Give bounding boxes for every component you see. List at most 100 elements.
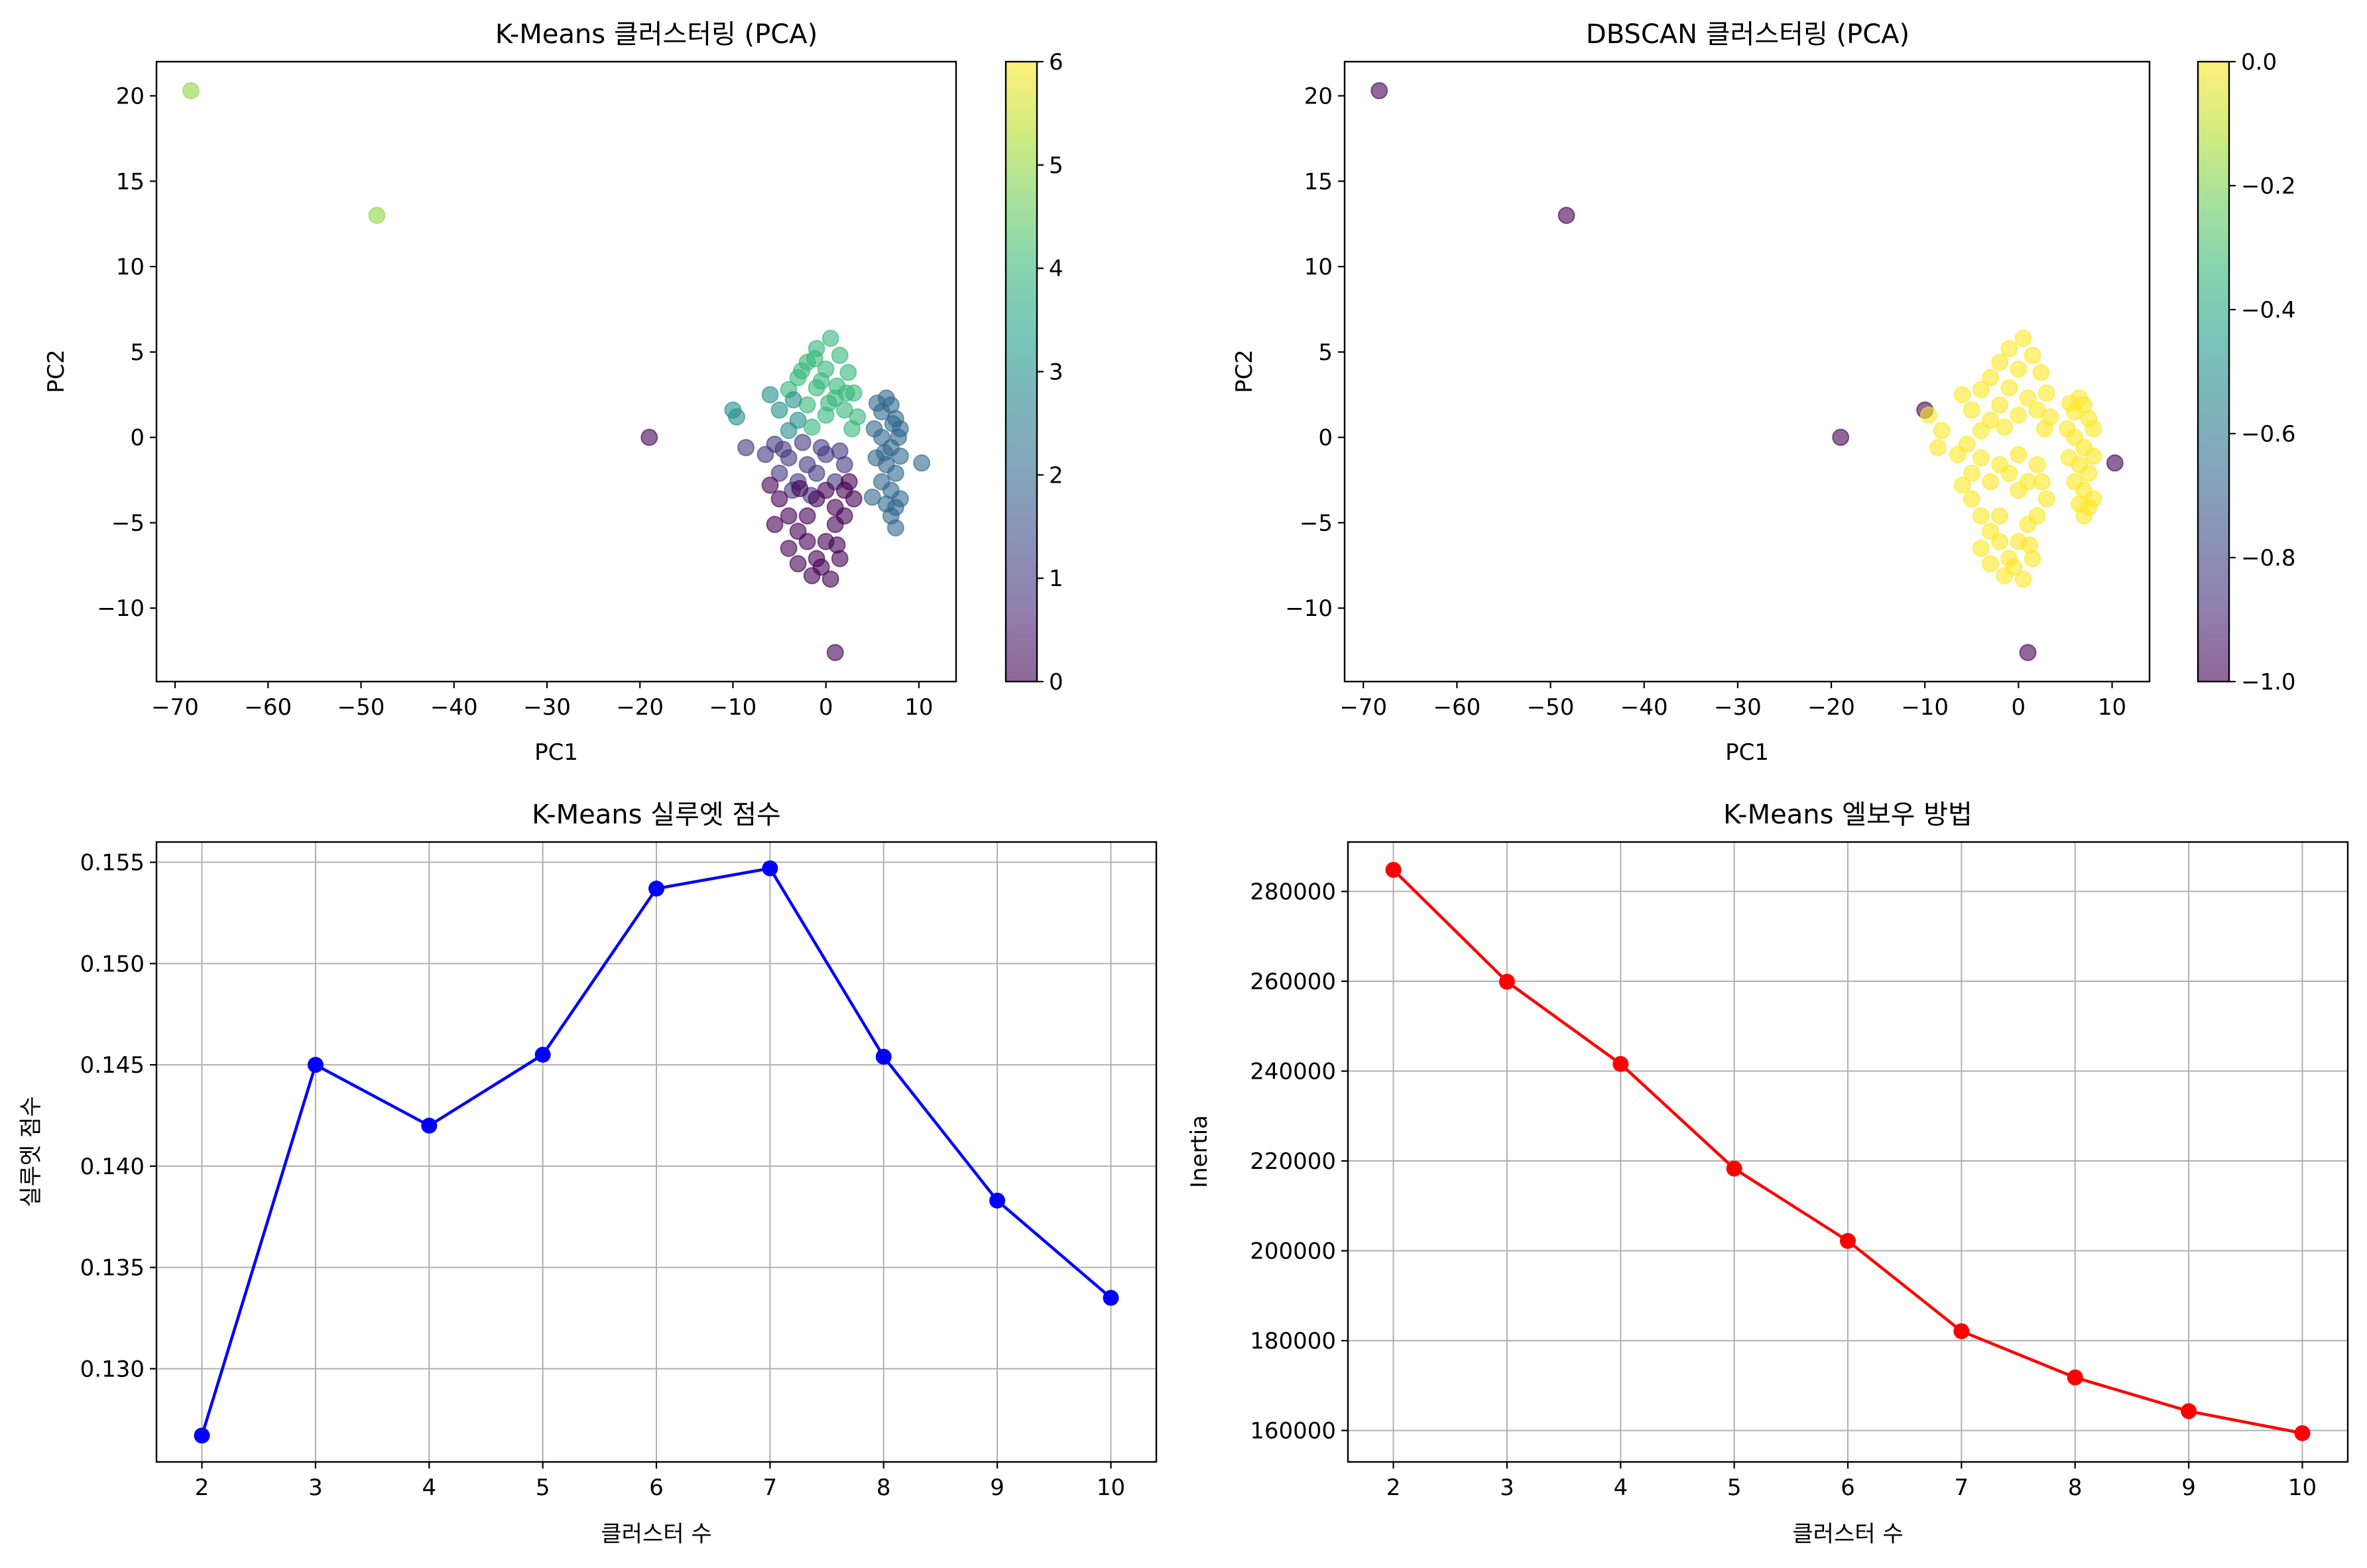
- y-tick-label: 20: [1304, 84, 1333, 110]
- y-tick-label: 5: [130, 339, 145, 366]
- scatter-point: [1991, 532, 2009, 550]
- kmeans-colorbar: [1006, 62, 1037, 682]
- scatter-point: [2085, 420, 2102, 438]
- scatter-point: [826, 644, 844, 662]
- silhouette-ylabel: 실루엣 점수: [18, 1096, 44, 1207]
- y-tick-label: 0.150: [80, 951, 145, 977]
- x-tick-label: 10: [2288, 1475, 2317, 1501]
- x-tick-label: −60: [1433, 694, 1481, 721]
- y-tick-label: 0.135: [80, 1255, 145, 1282]
- colorbar-tick-label: −0.2: [2241, 173, 2296, 200]
- y-tick-label: 280000: [1250, 879, 1336, 906]
- series-marker: [762, 860, 778, 876]
- scatter-point: [812, 439, 830, 457]
- scatter-point: [876, 444, 894, 461]
- scatter-point: [849, 408, 867, 426]
- dbscan-colorbar-ticks: −1.0 −0.8 −0.6 −0.4 −0.2 0.0: [2229, 49, 2296, 695]
- scatter-point: [817, 481, 835, 499]
- x-tick-label: −30: [1714, 694, 1762, 721]
- scatter-point: [798, 507, 816, 525]
- scatter-point: [1919, 406, 1937, 424]
- scatter-point: [780, 507, 798, 525]
- colorbar-tick-label: −0.8: [2241, 545, 2296, 572]
- scatter-point: [808, 464, 825, 482]
- x-tick-label: −20: [1807, 694, 1855, 721]
- series-marker: [194, 1427, 210, 1444]
- kmeans-pca-xlabel: PC1: [534, 739, 578, 766]
- y-tick-label: −10: [97, 595, 145, 622]
- scatter-point: [1557, 206, 1575, 224]
- x-tick-label: 10: [2098, 694, 2126, 721]
- x-tick-label: 8: [2068, 1475, 2083, 1501]
- dbscan-colorbar: [2198, 62, 2229, 682]
- scatter-point: [1963, 464, 1980, 482]
- silhouette-panel: K-Means 실루엣 점수 2 3 4 5 6 7 8 9 10 0.130 0.135 0.140…: [18, 800, 1158, 1547]
- y-tick-label: 15: [116, 168, 145, 195]
- x-tick-label: −20: [616, 694, 664, 721]
- y-tick-label: −5: [1300, 510, 1333, 536]
- x-tick-label: −50: [1527, 694, 1575, 721]
- series-marker: [2067, 1369, 2083, 1386]
- series-marker: [1103, 1290, 1119, 1306]
- scatter-point: [1953, 476, 1971, 494]
- x-tick-label: −60: [244, 694, 292, 721]
- x-tick-label: 0: [2012, 694, 2026, 721]
- scatter-point: [791, 479, 809, 497]
- y-tick-label: 10: [1304, 254, 1333, 280]
- scatter-point: [886, 519, 904, 537]
- scatter-point: [828, 536, 846, 554]
- x-tick-label: −10: [709, 694, 757, 721]
- scatter-point: [803, 567, 821, 585]
- y-tick-label: 0.145: [80, 1052, 145, 1079]
- elbow-ylabel: Inertia: [1186, 1115, 1213, 1188]
- scatter-point: [774, 440, 792, 458]
- scatter-point: [2000, 464, 2018, 482]
- x-tick-label: 9: [990, 1475, 1004, 1501]
- x-tick-label: 6: [1841, 1475, 1855, 1501]
- scatter-point: [1991, 353, 2009, 371]
- series-marker: [875, 1048, 892, 1065]
- scatter-point: [770, 464, 788, 482]
- elbow-panel: K-Means 엘보우 방법 2 3 4 5 6 7 8 9 10 160000 180000 200…: [1186, 800, 2349, 1547]
- dbscan-pca-xlabel: PC1: [1725, 739, 1769, 766]
- scatter-point: [835, 481, 853, 499]
- x-tick-label: −50: [337, 694, 385, 721]
- scatter-point: [1991, 507, 2009, 525]
- colorbar-tick-label: 4: [1049, 256, 1063, 282]
- elbow-title: K-Means 엘보우 방법: [1723, 800, 1972, 830]
- scatter-point: [2058, 420, 2076, 438]
- series-marker: [648, 880, 664, 897]
- x-tick-label: 0: [819, 694, 833, 721]
- x-tick-label: 7: [1955, 1475, 1969, 1501]
- x-tick-label: 9: [2181, 1475, 2196, 1501]
- y-tick-label: 20: [116, 84, 145, 110]
- y-tick-label: 220000: [1250, 1148, 1336, 1175]
- scatter-point: [806, 350, 823, 368]
- scatter-point: [1996, 567, 2014, 585]
- elbow-xlabel: 클러스터 수: [1792, 1521, 1903, 1547]
- scatter-point: [761, 476, 779, 494]
- y-tick-label: −10: [1285, 595, 1333, 622]
- x-tick-label: 5: [536, 1475, 550, 1501]
- scatter-point: [2060, 449, 2078, 467]
- elbow-axes-frame: [1347, 841, 2349, 1463]
- scatter-point: [1953, 386, 1971, 404]
- series-marker: [534, 1046, 551, 1063]
- colorbar-tick-label: 0: [1049, 669, 1063, 695]
- scatter-point: [1972, 449, 1990, 467]
- scatter-point: [2021, 536, 2039, 554]
- y-tick-label: 0.155: [80, 850, 145, 876]
- scatter-point: [2032, 363, 2050, 381]
- scatter-point: [2041, 408, 2059, 426]
- series-marker: [1498, 973, 1515, 990]
- scatter-point: [2014, 570, 2032, 588]
- scatter-point: [182, 82, 200, 99]
- series-marker: [1385, 862, 1402, 878]
- scatter-point: [1929, 439, 1947, 457]
- scatter-point: [1933, 422, 1951, 440]
- scatter-point: [2037, 490, 2055, 508]
- scatter-point: [812, 372, 830, 390]
- x-tick-label: 3: [308, 1475, 323, 1501]
